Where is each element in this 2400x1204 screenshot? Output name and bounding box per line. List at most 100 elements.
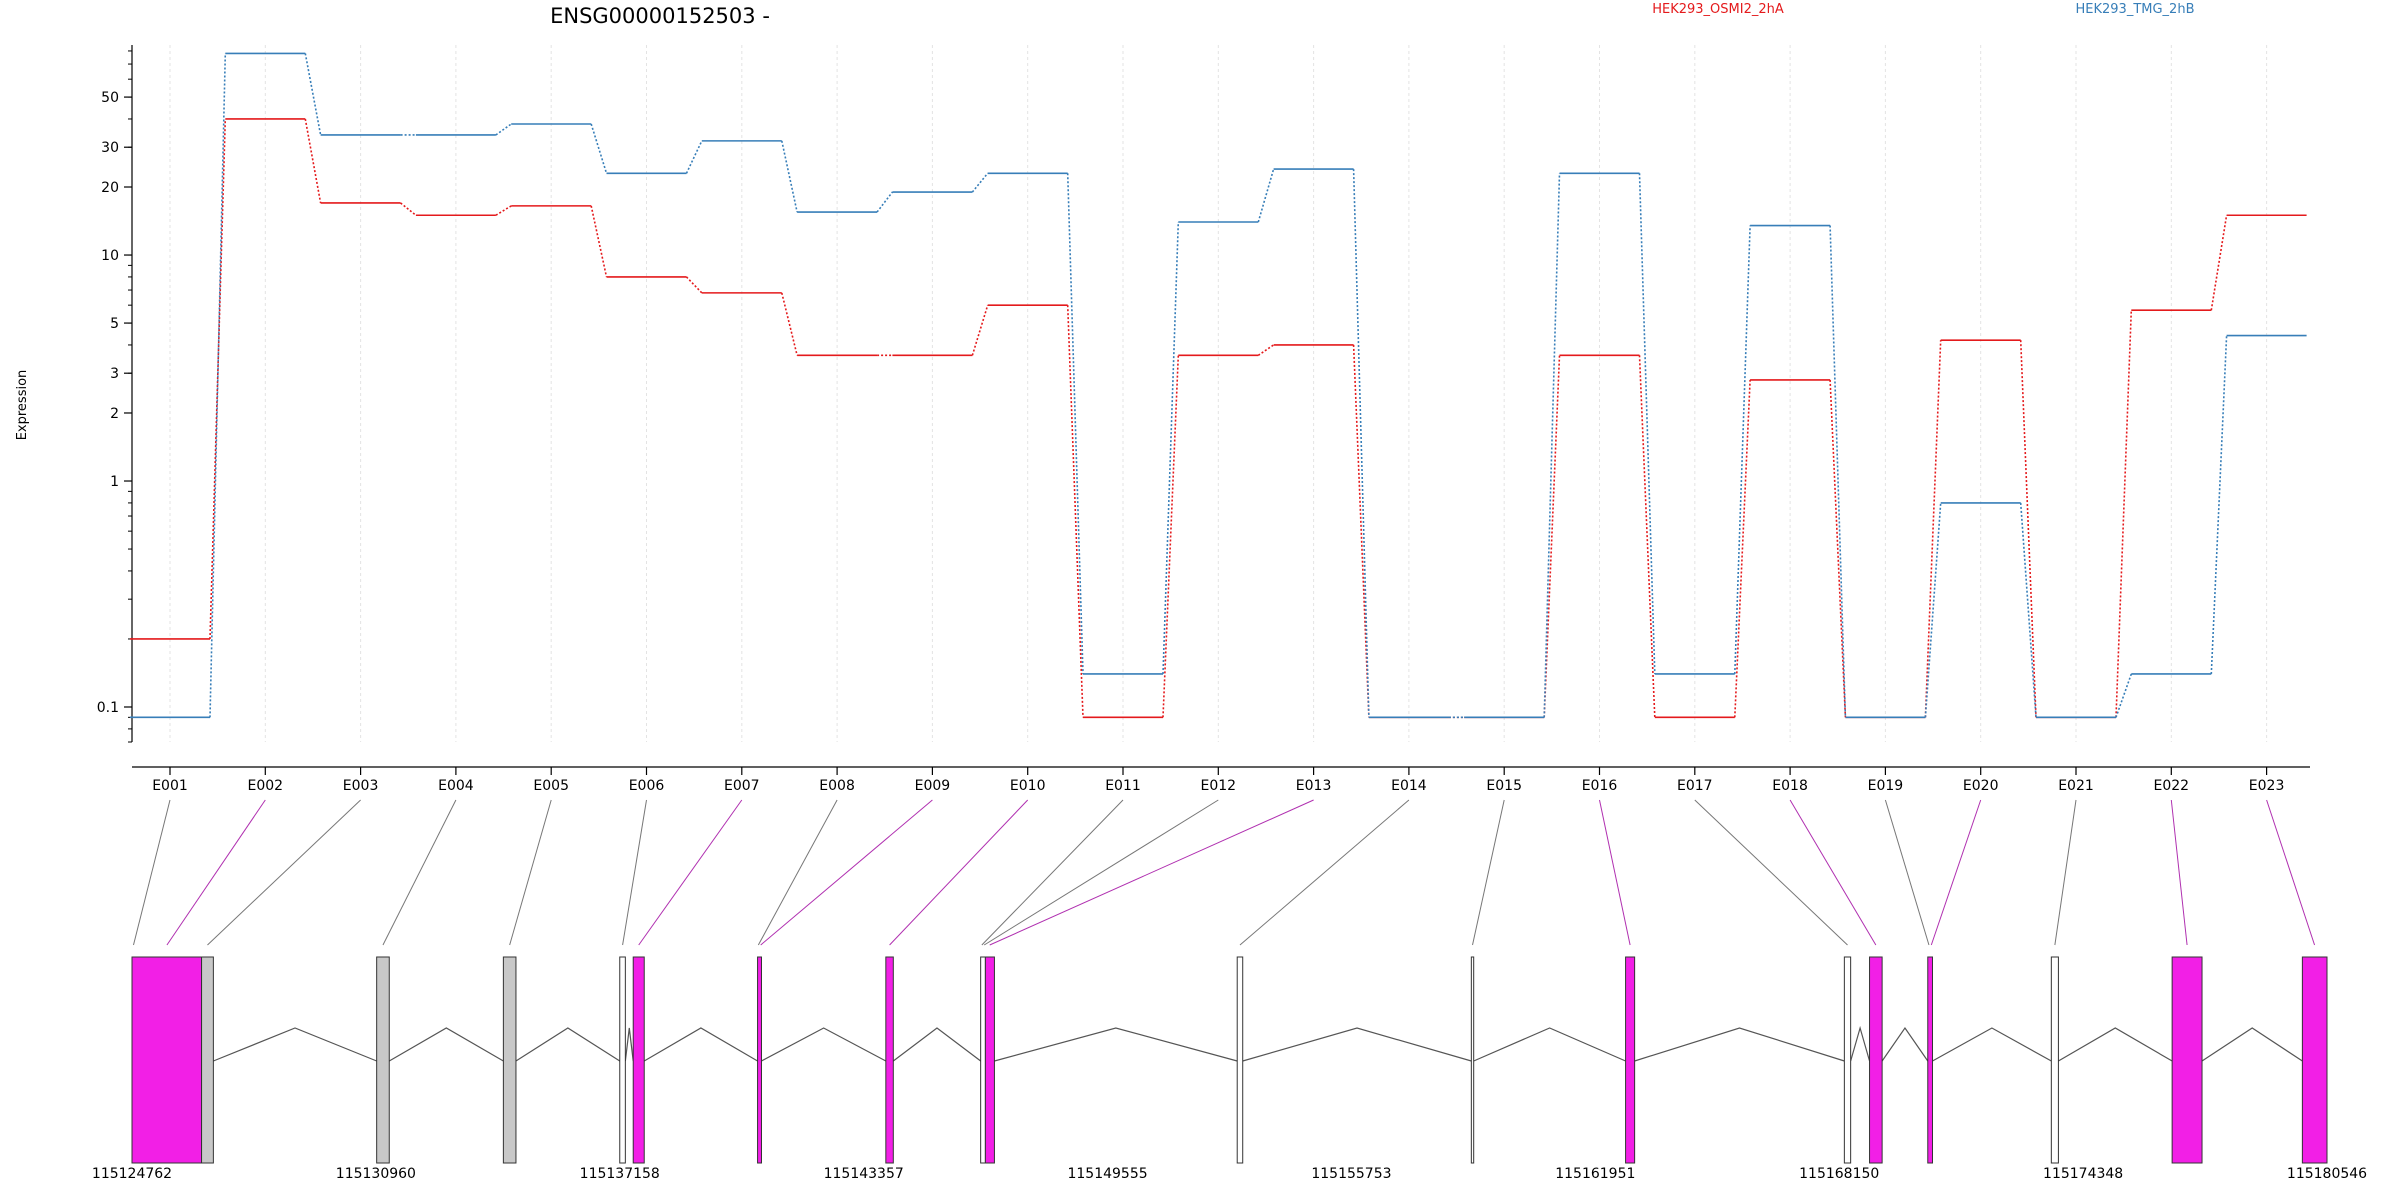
intron-line: [1473, 1027, 1626, 1062]
x-tick-label-e018: E018: [1772, 778, 1808, 794]
exon-block: [1236, 956, 1244, 1164]
chart-axes: 0.1 1 2 3 5 10 20 30 50 E001 E002 E003 E004 E005 E006 E…: [97, 45, 2310, 794]
exon-link-e011: [981, 799, 1124, 946]
exon-link-e012: [983, 799, 1219, 946]
x-tick-label-e006: E006: [629, 778, 665, 794]
exon-link-e004: [382, 799, 457, 946]
exon-block: [131, 956, 203, 1164]
x-tick-label-e004: E004: [438, 778, 474, 794]
exon-block: [201, 956, 214, 1164]
series-1-connector: [1638, 355, 1656, 718]
series-2-connector: [495, 123, 512, 136]
exon-link-e003: [207, 799, 361, 946]
exon-link-e006: [622, 799, 647, 946]
exon-link-e014: [1239, 799, 1410, 946]
exon-block: [1625, 956, 1636, 1164]
genomic-coordinate-label: 115168150: [1799, 1166, 1879, 1182]
y-tick-label: 50: [101, 90, 119, 106]
chart-gridlines: [169, 45, 2268, 742]
series-2-connector: [1734, 225, 1751, 674]
exon-link-e007: [638, 799, 743, 946]
exon-link-e020: [1930, 799, 1982, 946]
y-axis-label: Expression: [15, 370, 30, 441]
y-tick-label: 3: [110, 366, 119, 382]
exon-link-e015: [1472, 799, 1505, 946]
series-1-connector: [685, 276, 703, 294]
series-1-connector: [1162, 355, 1180, 718]
exon-link-e013: [989, 799, 1314, 946]
y-tick-label: 30: [101, 140, 119, 156]
exon-link-e023: [2266, 799, 2316, 946]
exon-link-e009: [760, 799, 933, 946]
exon-link-lines: [133, 799, 2316, 946]
x-tick-label-e015: E015: [1486, 778, 1522, 794]
intron-line: [213, 1027, 377, 1062]
exon-link-e005: [509, 799, 552, 946]
series-2-connector: [781, 140, 798, 213]
series-1-connector: [495, 205, 512, 216]
series-1-connector: [1257, 344, 1275, 356]
series-2-connector: [209, 53, 227, 718]
series-1-connector: [1829, 379, 1847, 718]
intron-line: [2201, 1027, 2303, 1062]
series-2-line: [130, 52, 2307, 719]
exon-block: [619, 956, 626, 1164]
x-tick-label-e002: E002: [248, 778, 284, 794]
x-tick-label-e019: E019: [1868, 778, 1904, 794]
series-2-connector: [1066, 173, 1084, 674]
exon-link-e022: [2170, 799, 2188, 946]
exon-block: [502, 956, 517, 1164]
intron-line: [1242, 1027, 1472, 1062]
exon-link-e010: [889, 799, 1029, 946]
exon-link-e021: [2054, 799, 2077, 946]
y-tick-label: 2: [110, 406, 119, 422]
series-1-connector: [2019, 340, 2037, 718]
x-tick-label-e007: E007: [724, 778, 760, 794]
exon-link-e016: [1599, 799, 1631, 946]
intron-line: [643, 1027, 758, 1062]
intron-line: [515, 1027, 621, 1062]
intron-line: [1881, 1026, 1929, 1062]
series-1-connector: [781, 292, 798, 356]
series-2-connector: [1543, 173, 1561, 718]
intron-line: [2058, 1027, 2173, 1062]
intron-line: [1634, 1027, 1845, 1062]
series-1-connector: [1066, 305, 1084, 718]
series-2-connector: [1352, 169, 1370, 718]
genomic-coordinate-label: 115143357: [824, 1166, 904, 1182]
chart-series: [130, 52, 2307, 719]
exon-block: [1470, 956, 1475, 1164]
x-tick-label-e012: E012: [1201, 778, 1237, 794]
intron-line: [994, 1027, 1238, 1062]
genomic-coordinate-label: 115174348: [2043, 1166, 2123, 1182]
series-1-connector: [971, 304, 989, 356]
genomic-coordinate-label: 115161951: [1555, 1166, 1635, 1182]
series-1-line: [130, 118, 2307, 719]
exon-block: [984, 956, 995, 1164]
y-tick-label: 10: [101, 248, 119, 264]
genomic-coordinate-label: 115137158: [580, 1166, 660, 1182]
x-tick-label-e020: E020: [1963, 778, 1999, 794]
series-2-connector: [1829, 225, 1847, 718]
y-tick-label: 5: [110, 316, 119, 332]
series-1-connector: [400, 202, 417, 216]
exon-block: [1927, 956, 1933, 1164]
intron-line: [624, 1027, 634, 1062]
series-2-connector: [1638, 173, 1656, 674]
exon-link-e002: [166, 799, 266, 946]
exon-block: [757, 956, 762, 1164]
intron-line: [892, 1027, 982, 1062]
exon-block: [1843, 956, 1852, 1164]
x-tick-label-e009: E009: [915, 778, 951, 794]
x-tick-label-e011: E011: [1105, 778, 1141, 794]
legend-entry-series-1: HEK293_OSMI2_2hA: [1652, 2, 1784, 17]
exon-link-e001: [133, 799, 171, 946]
exon-link-e019: [1884, 799, 1930, 946]
legend-entry-series-2: HEK293_TMG_2hB: [2076, 2, 2195, 17]
exon-block: [1869, 956, 1883, 1164]
x-tick-label-e010: E010: [1010, 778, 1046, 794]
exon-block: [980, 956, 986, 1164]
series-1-connector: [304, 118, 322, 204]
x-tick-label-e003: E003: [343, 778, 379, 794]
